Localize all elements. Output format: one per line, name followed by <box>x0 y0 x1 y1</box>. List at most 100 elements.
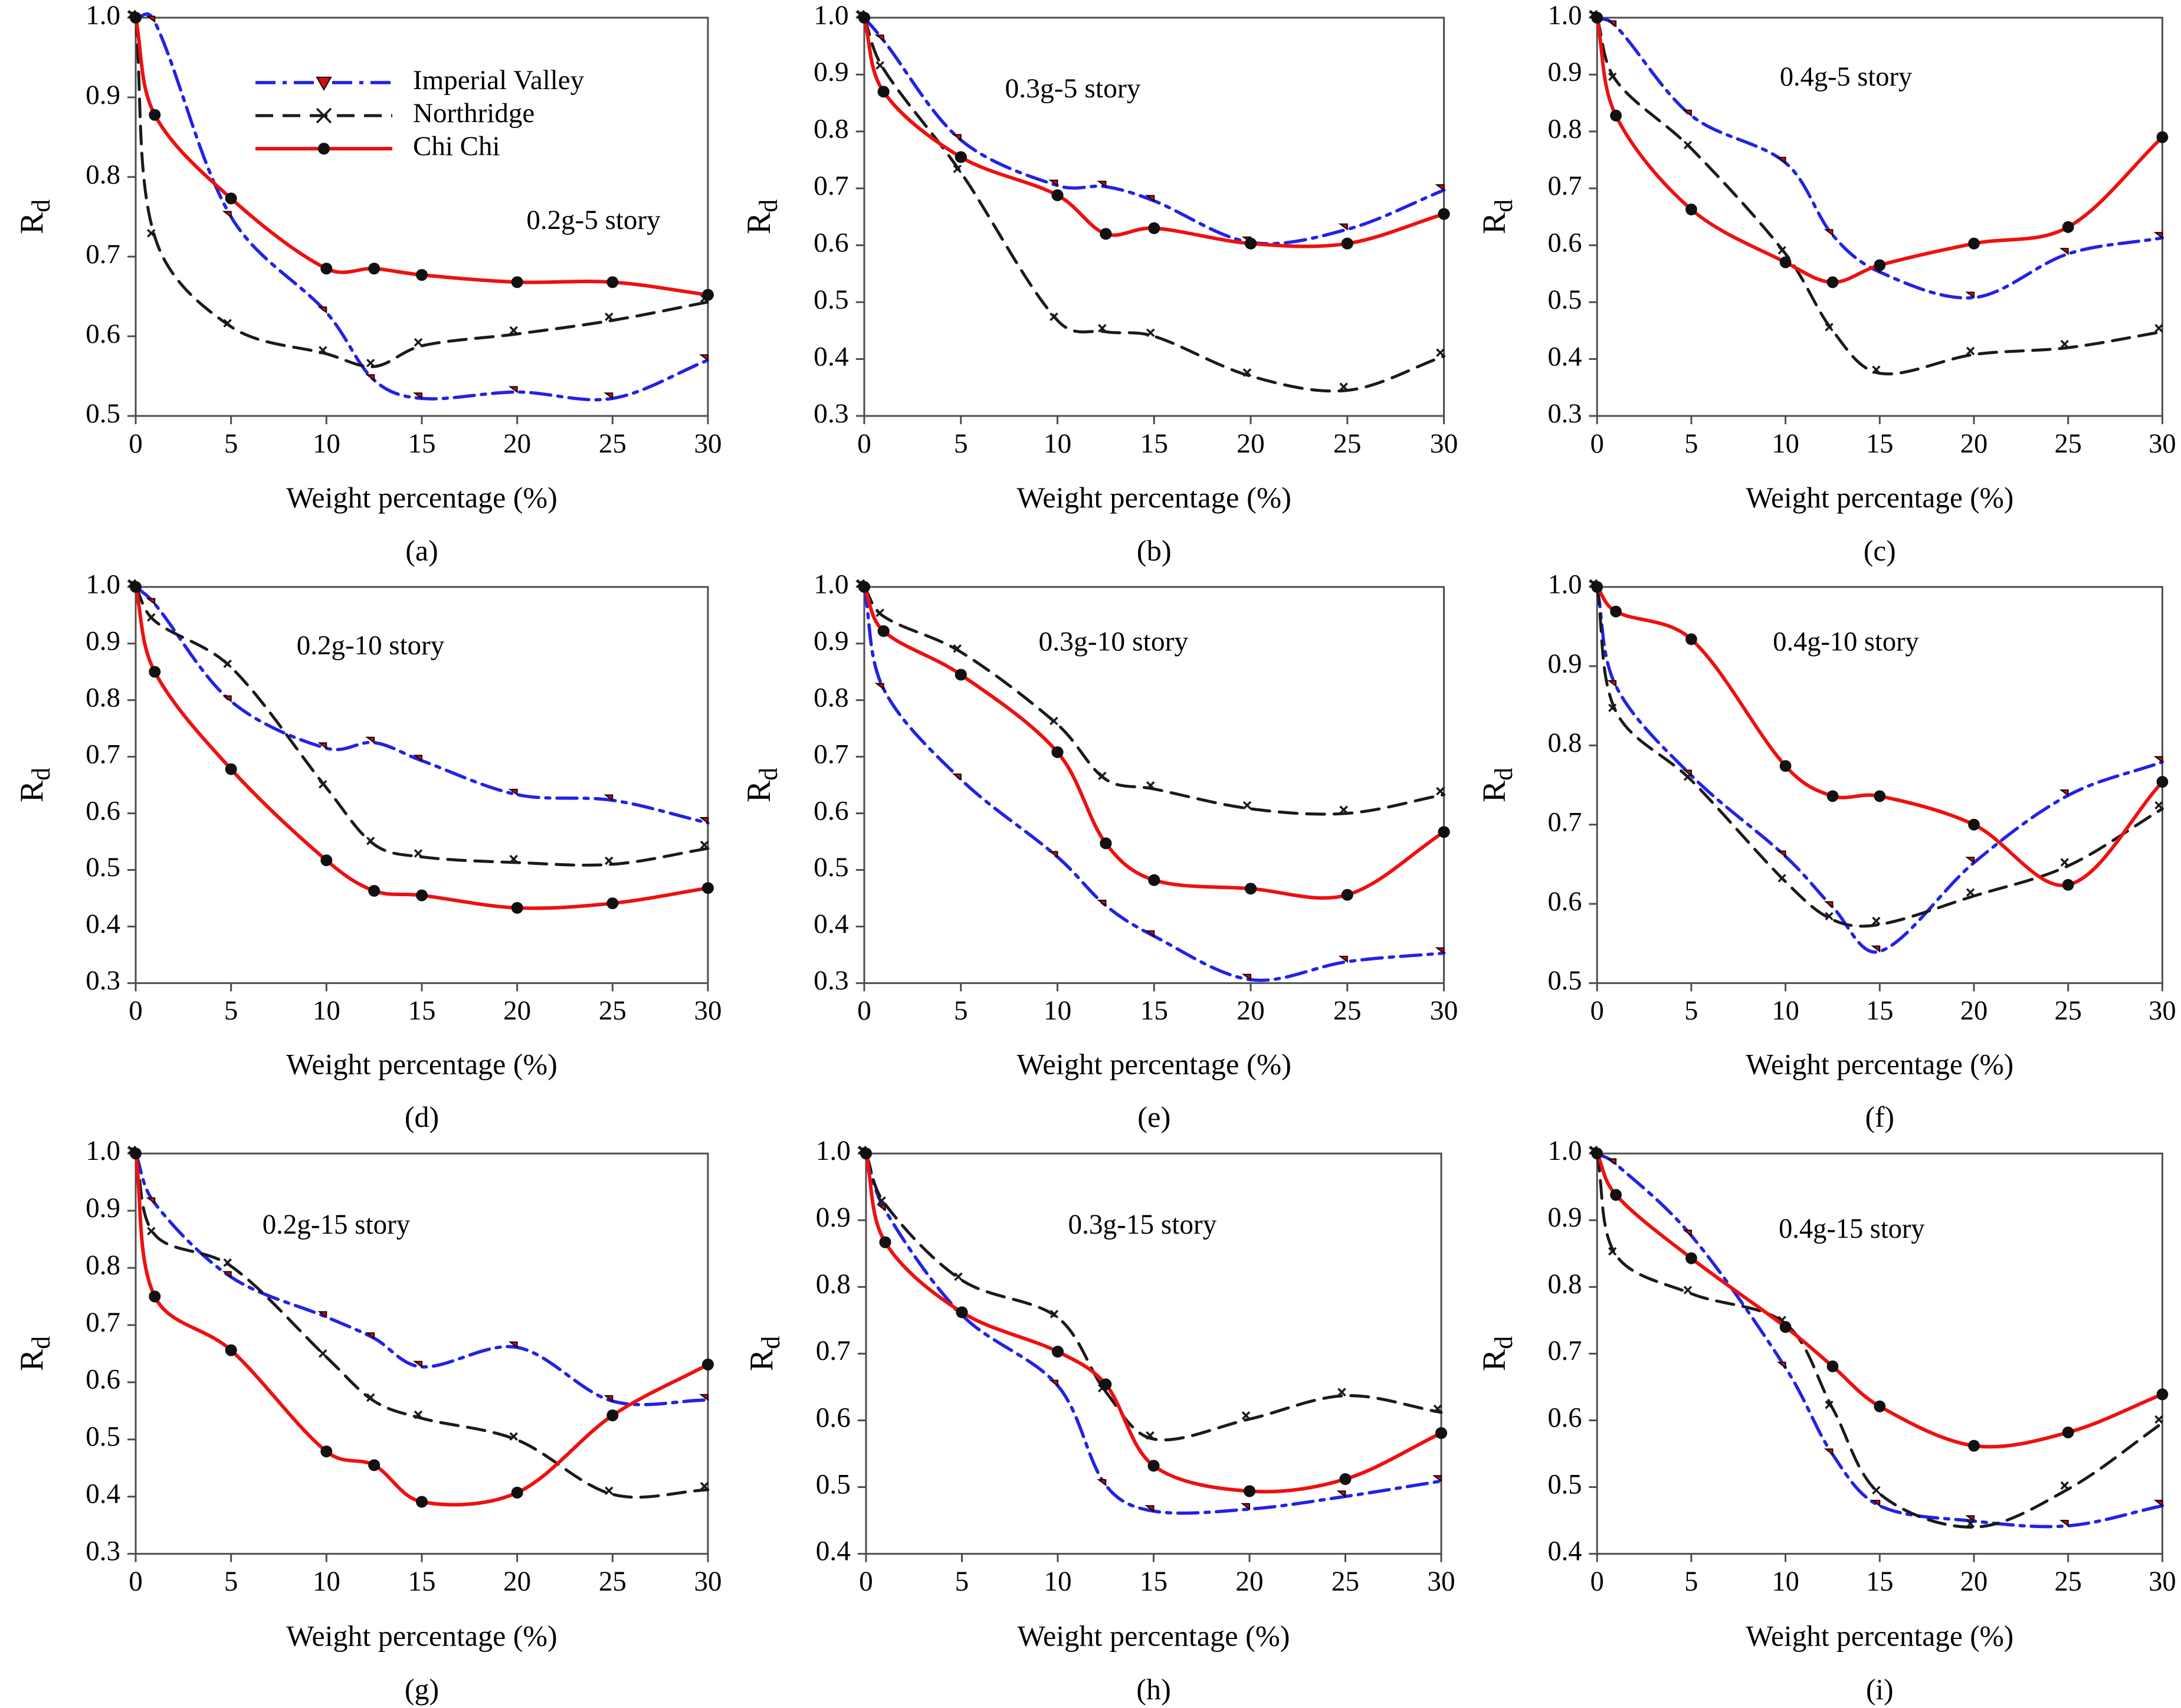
y-tick-label: 1.0 <box>814 0 849 31</box>
circle-marker <box>606 897 619 909</box>
circle-marker <box>2156 776 2169 788</box>
x-tick-label: 10 <box>1044 995 1072 1026</box>
series-imperial-valley-line <box>134 585 710 825</box>
x-marker <box>2154 324 2163 333</box>
circle-marker <box>1051 189 1064 201</box>
circle-marker <box>860 1148 873 1160</box>
x-marker <box>605 1486 614 1496</box>
panel-label: (i) <box>1866 1673 1894 1706</box>
triangle-down-marker <box>876 1204 886 1212</box>
x-axis-label: Weight percentage (%) <box>286 481 557 514</box>
circle-marker <box>320 854 333 867</box>
y-tick-label: 0.7 <box>814 739 849 770</box>
x-tick-label: 5 <box>1684 428 1698 459</box>
triangle-down-marker <box>317 306 327 314</box>
plot-frame <box>863 17 1445 417</box>
triangle-down-marker <box>1871 1500 1881 1507</box>
x-marker <box>1608 1247 1617 1256</box>
x-marker <box>319 780 327 789</box>
y-tick-label: 1.0 <box>816 1136 851 1166</box>
x-tick-label: 5 <box>224 1566 238 1597</box>
x-tick-label: 20 <box>503 995 531 1026</box>
x-axis-label: Weight percentage (%) <box>1746 1048 2013 1080</box>
triangle-down-marker <box>146 598 156 605</box>
y-axis-label: Rd <box>1477 1336 1518 1371</box>
circle-marker <box>858 12 871 24</box>
circle-marker <box>149 1290 161 1303</box>
x-tick-label: 20 <box>503 428 531 459</box>
triangle-down-marker <box>1338 955 1348 963</box>
y-tick-label: 0.7 <box>816 1336 851 1366</box>
triangle-down-marker <box>1607 20 1617 28</box>
panel-label: (d) <box>405 1101 439 1133</box>
circle-marker <box>1051 1345 1064 1358</box>
x-tick-label: 10 <box>313 428 340 459</box>
circle-marker <box>1779 760 1792 772</box>
circle-marker <box>1051 746 1064 758</box>
chart-d: 0.3 0.4 0.5 0.6 0.7 0.8 0.9 1.0 0 5 10 15 20 25 30 Weig… <box>14 569 722 1133</box>
circle-marker <box>1610 109 1622 122</box>
x-marker <box>1242 801 1252 810</box>
circle-marker <box>368 885 381 897</box>
y-tick-label: 0.4 <box>86 1478 120 1509</box>
chart-f: 0.5 0.6 0.7 0.8 0.9 1.0 0 5 10 15 20 25 30 Weight per… <box>1477 569 2176 1133</box>
x-tick-label: 20 <box>1235 1566 1263 1597</box>
x-axis-label: Weight percentage (%) <box>1746 1620 2013 1652</box>
y-axis-label: Rd <box>741 199 783 234</box>
x-marker <box>414 337 423 347</box>
circle-marker <box>130 12 142 24</box>
triangle-down-marker <box>604 392 614 400</box>
x-tick-label: 0 <box>129 995 142 1026</box>
y-tick-label: 1.0 <box>86 0 120 31</box>
series-chi-chi-markers <box>860 1148 1448 1497</box>
triangle-down-marker <box>1432 1475 1442 1483</box>
x-tick-label: 25 <box>1331 1566 1359 1597</box>
x-axis-label: Weight percentage (%) <box>286 1048 557 1081</box>
series-chi-chi-markers <box>130 12 714 301</box>
x-marker <box>223 1258 232 1267</box>
chart-c: 0.3 0.4 0.5 0.6 0.7 0.8 0.9 1.0 0 5 10 15 20 25 30 Weig… <box>1476 0 2176 567</box>
chart-panel-d: 0.3 0.4 0.5 0.6 0.7 0.8 0.9 1.0 0 5 10 15 20 25 30 Weig… <box>0 569 727 1136</box>
triangle-down-marker <box>2059 1520 2069 1527</box>
chart-title: 0.4g-15 story <box>1779 1214 1925 1244</box>
y-tick-label: 0.9 <box>86 1193 120 1224</box>
series-northridge-line <box>1595 585 2164 928</box>
x-tick-label: 5 <box>1684 1566 1698 1597</box>
triangle-down-marker <box>1776 156 1786 164</box>
x-tick-label: 5 <box>224 428 238 459</box>
circle-marker <box>1826 276 1839 289</box>
circle-marker <box>877 86 890 98</box>
y-tick-label: 1.0 <box>1547 1136 1582 1166</box>
triangle-down-marker <box>317 1311 327 1319</box>
x-marker <box>414 1410 423 1419</box>
series-chi-chi-line <box>1595 16 2164 284</box>
triangle-down-marker <box>2059 789 2069 797</box>
x-tick-label: 25 <box>1333 995 1362 1026</box>
x-marker <box>414 849 423 858</box>
x-tick-label: 0 <box>129 1566 143 1597</box>
y-tick-label: 0.8 <box>86 683 120 713</box>
x-marker <box>1049 1310 1059 1319</box>
triangle-down-marker <box>874 34 884 42</box>
triangle-down-marker <box>413 1361 423 1368</box>
circle-marker <box>1438 208 1450 220</box>
x-marker <box>1049 312 1058 322</box>
series-northridge-markers <box>1589 579 2163 926</box>
x-marker <box>1872 916 1881 926</box>
x-marker <box>147 613 156 622</box>
x-marker <box>1337 1388 1346 1396</box>
chart-title: 0.3g-15 story <box>1068 1209 1216 1240</box>
circle-marker <box>225 1344 237 1356</box>
y-tick-label: 0.7 <box>1547 1336 1582 1366</box>
circle-marker <box>416 269 428 281</box>
x-marker <box>1777 245 1786 255</box>
triangle-down-marker <box>1776 1362 1786 1369</box>
series-imperial-valley-line <box>1595 16 2164 300</box>
y-tick-label: 0.7 <box>814 171 849 201</box>
circle-marker <box>955 151 967 163</box>
x-marker <box>1683 772 1693 781</box>
y-tick-label: 0.8 <box>814 114 849 145</box>
x-marker <box>1777 874 1786 883</box>
circle-marker <box>1968 237 1980 250</box>
